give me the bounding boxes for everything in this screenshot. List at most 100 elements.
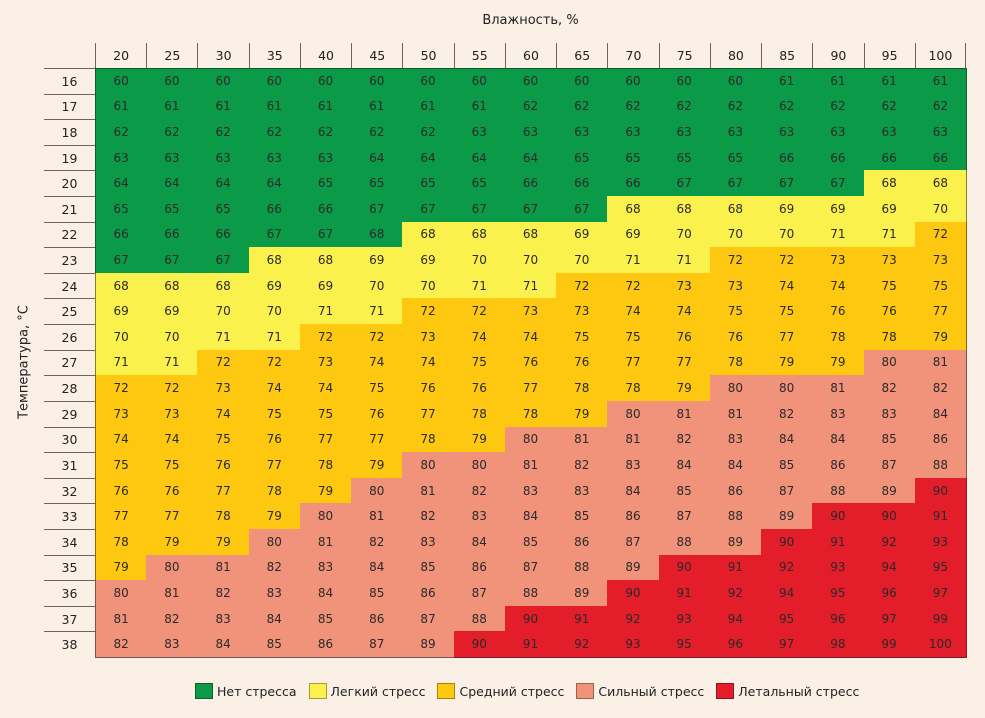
heatmap-cell: 82 xyxy=(863,375,916,402)
row-header: 30 xyxy=(44,426,95,453)
heatmap-cell: 87 xyxy=(453,580,506,607)
heatmap-cell: 65 xyxy=(146,196,199,223)
heatmap-cell: 81 xyxy=(146,580,199,607)
heatmap-cell: 99 xyxy=(863,631,916,658)
heatmap-cell: 70 xyxy=(914,196,967,223)
heatmap-cell: 70 xyxy=(504,247,558,274)
heatmap-cell: 63 xyxy=(709,119,763,146)
heatmap-cell: 60 xyxy=(95,68,148,95)
row-header: 27 xyxy=(44,349,95,376)
heatmap-cell: 62 xyxy=(248,119,301,146)
heatmap-cell: 89 xyxy=(761,503,814,530)
heatmap-cell: 73 xyxy=(709,272,763,300)
heatmap-cell: 74 xyxy=(351,349,404,377)
heatmap-cell: 61 xyxy=(351,93,404,121)
heatmap-cell: 84 xyxy=(709,452,763,479)
heatmap-cell: 67 xyxy=(658,170,711,198)
heatmap-cell: 96 xyxy=(812,605,865,633)
heatmap-cell: 71 xyxy=(504,272,558,300)
heatmap-cell: 63 xyxy=(197,144,250,172)
heatmap-cell: 60 xyxy=(299,68,353,95)
heatmap-cell: 73 xyxy=(95,400,148,428)
heatmap-cell: 79 xyxy=(351,452,404,479)
heatmap-cell: 81 xyxy=(299,528,353,556)
heatmap-cell: 78 xyxy=(812,324,865,351)
heatmap-cell: 66 xyxy=(761,144,814,172)
heatmap-cell: 75 xyxy=(607,324,660,351)
heatmap-cell: 72 xyxy=(453,298,506,326)
heatmap-cell: 83 xyxy=(146,631,199,658)
heatmap-cell: 66 xyxy=(197,221,250,249)
column-header: 80 xyxy=(709,43,761,68)
heatmap-cell: 74 xyxy=(299,375,353,402)
heatmap-cell: 75 xyxy=(709,298,763,326)
legend-label: Летальный стресс xyxy=(738,683,860,699)
heatmap-cell: 85 xyxy=(556,503,609,530)
heatmap-cell: 90 xyxy=(607,580,660,607)
heatmap-cell: 91 xyxy=(504,631,558,658)
heatmap-cell: 85 xyxy=(658,477,711,505)
heatmap-cell: 85 xyxy=(402,554,455,582)
heatmap-cell: 81 xyxy=(556,426,609,454)
heatmap-cell: 66 xyxy=(914,144,967,172)
heatmap-cell: 78 xyxy=(95,528,148,556)
heatmap-cell: 73 xyxy=(658,272,711,300)
heatmap-cell: 79 xyxy=(556,400,609,428)
row-header: 28 xyxy=(44,375,95,401)
heatmap-cell: 93 xyxy=(658,605,711,633)
heatmap-cell: 63 xyxy=(95,144,148,172)
heatmap-cell: 93 xyxy=(607,631,660,658)
heatmap-cell: 72 xyxy=(146,375,199,402)
heatmap-cell: 89 xyxy=(709,528,763,556)
heatmap-cell: 69 xyxy=(299,272,353,300)
heatmap-cell: 66 xyxy=(863,144,916,172)
heatmap-cell: 60 xyxy=(504,68,558,95)
row-header: 24 xyxy=(44,272,95,299)
heatmap-cell: 76 xyxy=(402,375,455,402)
heatmap-cell: 81 xyxy=(351,503,404,530)
heatmap-cell: 62 xyxy=(761,93,814,121)
column-header: 75 xyxy=(658,43,710,68)
heatmap-cell: 85 xyxy=(504,528,558,556)
heatmap-cell: 89 xyxy=(556,580,609,607)
heatmap-cell: 76 xyxy=(812,298,865,326)
column-header: 20 xyxy=(95,43,146,68)
legend-swatch xyxy=(716,683,735,699)
legend-label: Средний стресс xyxy=(459,683,565,699)
heatmap-cell: 74 xyxy=(504,324,558,351)
heatmap-cell: 84 xyxy=(812,426,865,454)
heatmap-cell: 76 xyxy=(351,400,404,428)
heatmap-cell: 68 xyxy=(402,221,455,249)
heatmap-cell: 61 xyxy=(914,68,967,95)
heatmap-cell: 82 xyxy=(556,452,609,479)
legend-label: Нет стресса xyxy=(217,683,297,699)
heatmap-cell: 90 xyxy=(761,528,814,556)
heatmap-cell: 92 xyxy=(761,554,814,582)
heatmap-cell: 98 xyxy=(812,631,865,658)
heatmap-cell: 79 xyxy=(197,528,250,556)
heatmap-cell: 82 xyxy=(453,477,506,505)
heatmap-cell: 77 xyxy=(607,349,660,377)
heatmap-cell: 92 xyxy=(556,631,609,658)
heatmap-cell: 66 xyxy=(299,196,353,223)
heatmap-cell: 79 xyxy=(812,349,865,377)
heatmap-cell: 61 xyxy=(812,68,865,95)
heatmap-cell: 77 xyxy=(197,477,250,505)
heatmap-cell: 74 xyxy=(607,298,660,326)
heatmap-cell: 85 xyxy=(248,631,301,658)
column-header: 90 xyxy=(812,43,863,68)
heatmap-cell: 69 xyxy=(812,196,865,223)
heatmap-cell: 61 xyxy=(146,93,199,121)
row-header: 17 xyxy=(44,93,95,120)
heatmap-cell: 88 xyxy=(709,503,763,530)
heatmap-cell: 60 xyxy=(658,68,711,95)
heatmap-cell: 66 xyxy=(556,170,609,198)
column-header: 40 xyxy=(299,43,351,68)
heatmap-cell: 62 xyxy=(146,119,199,146)
heatmap-cell: 73 xyxy=(556,298,609,326)
heatmap-cell: 68 xyxy=(146,272,199,300)
row-header: 18 xyxy=(44,119,95,145)
heatmap-cell: 84 xyxy=(248,605,301,633)
heatmap-cell: 81 xyxy=(504,452,558,479)
heatmap-cell: 73 xyxy=(402,324,455,351)
